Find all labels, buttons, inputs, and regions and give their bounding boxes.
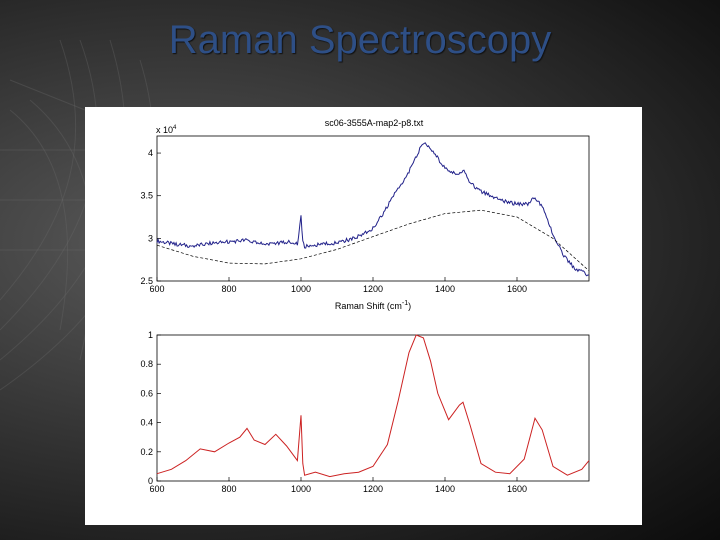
top-x-axis-label: Raman Shift (cm-1): [335, 300, 411, 311]
y-multiplier-exp: 4: [173, 125, 177, 131]
slide-title: Raman Spectroscopy: [168, 18, 552, 62]
bottom-x-tick-label: 600: [149, 484, 164, 494]
bottom-y-tick-label: 0.6: [140, 388, 153, 398]
top-series-measured-line: [156, 142, 589, 277]
bottom-x-tick-label: 1400: [435, 484, 455, 494]
bottom-x-tick-label: 1200: [363, 484, 383, 494]
bottom-x-tick-label: 1000: [291, 484, 311, 494]
bottom-y-tick-label: 0: [148, 476, 153, 486]
bottom-y-tick-label: 0.2: [140, 447, 153, 457]
top-x-tick-label: 1200: [363, 284, 383, 294]
bottom-series-normalized-line: [156, 334, 590, 478]
x-axis-label-suffix: ): [408, 301, 411, 311]
bottom-y-tick-label: 0.4: [140, 418, 153, 428]
top-y-tick-label: 3.5: [140, 191, 153, 201]
top-x-tick-label: 1600: [507, 284, 527, 294]
bottom-x-tick-label: 1600: [507, 484, 527, 494]
bottom-x-tick-label: 800: [221, 484, 236, 494]
y-multiplier-label: x 104: [156, 125, 177, 135]
bottom-plot: 600 800 1000 1200 1400 1600 0 0.2 0.4 0.6 0.8 1: [140, 330, 590, 494]
y-multiplier-base: x 10: [156, 125, 173, 135]
top-series-baseline-line: [156, 209, 590, 272]
chart-svg: sc06-3555A-map2-p8.txt x 104 600 800 1000 1…: [140, 118, 590, 494]
x-axis-label-sup: -1: [402, 300, 408, 307]
x-axis-label-text: Raman Shift (cm: [335, 301, 402, 311]
top-x-tick-label: 800: [221, 284, 236, 294]
chart-panel: sc06-3555A-map2-p8.txt x 104 600 800 1000 1…: [85, 107, 642, 525]
top-plot: sc06-3555A-map2-p8.txt x 104 600 800 1000 1…: [140, 118, 590, 311]
bottom-y-tick-label: 1: [148, 330, 153, 340]
top-x-tick-label: 1400: [435, 284, 455, 294]
top-y-tick-label: 4: [148, 148, 153, 158]
top-x-tick-label: 600: [149, 284, 164, 294]
top-x-tick-label: 1000: [291, 284, 311, 294]
top-plot-title: sc06-3555A-map2-p8.txt: [325, 118, 424, 128]
top-y-tick-label: 2.5: [140, 276, 153, 286]
bottom-y-tick-label: 0.8: [140, 359, 153, 369]
top-y-tick-label: 3: [148, 233, 153, 243]
top-plot-frame: [156, 135, 590, 282]
